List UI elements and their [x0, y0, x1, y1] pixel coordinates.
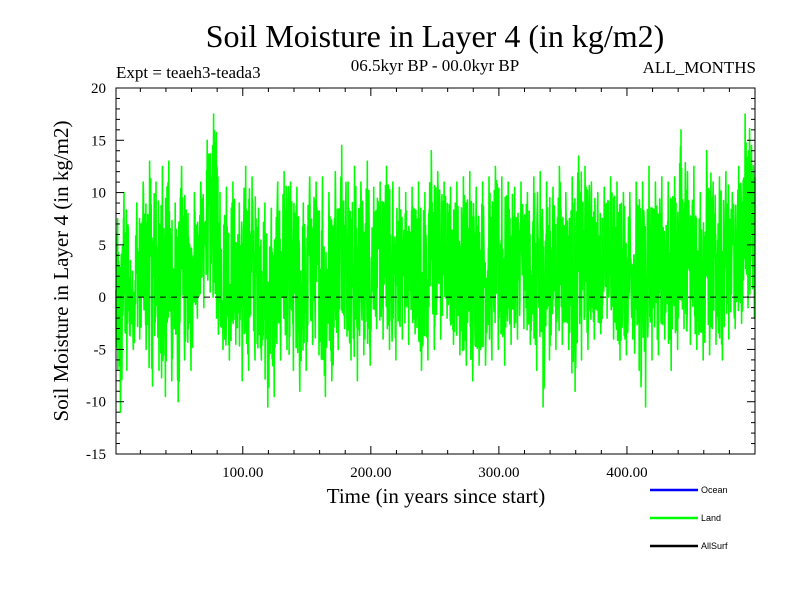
- y-axis-label: Soil Moisture in Layer 4 (in kg/m2): [49, 121, 73, 422]
- x-tick-label: 100.00: [222, 465, 263, 481]
- legend: Ocean Land AllSurf: [650, 485, 728, 551]
- plot-frame: [115, 87, 756, 455]
- series-line-land: [115, 113, 756, 413]
- y-tick-label: 20: [91, 81, 106, 97]
- x-tick-label: 200.00: [350, 465, 391, 481]
- series-layer: [115, 113, 756, 413]
- y-tick-label: 15: [91, 133, 106, 149]
- legend-label-allsurf: AllSurf: [701, 541, 728, 551]
- y-tick-label: 0: [99, 290, 107, 306]
- period-label: 06.5kyr BP - 00.0kyr BP: [351, 56, 519, 75]
- y-tick-label: -10: [86, 395, 106, 411]
- y-tick-label: 10: [91, 186, 106, 202]
- x-tick-label: 400.00: [606, 465, 647, 481]
- y-tick-label: -5: [94, 342, 107, 358]
- x-axis-label: Time (in years since start): [327, 484, 546, 508]
- chart-title: Soil Moisture in Layer 4 (in kg/m2): [206, 18, 665, 54]
- x-tick-label: 300.00: [478, 465, 519, 481]
- legend-label-land: Land: [701, 513, 721, 523]
- legend-label-ocean: Ocean: [701, 485, 728, 495]
- axis-layer: -15 -10 -5 0 5 10 15 20 100.00 200.00 300.00 400.00: [86, 81, 755, 481]
- experiment-label: Expt = teaeh3-teada3: [116, 63, 261, 82]
- y-tick-label: -15: [86, 447, 106, 463]
- y-tick-label: 5: [99, 238, 107, 254]
- months-label: ALL_MONTHS: [643, 58, 756, 77]
